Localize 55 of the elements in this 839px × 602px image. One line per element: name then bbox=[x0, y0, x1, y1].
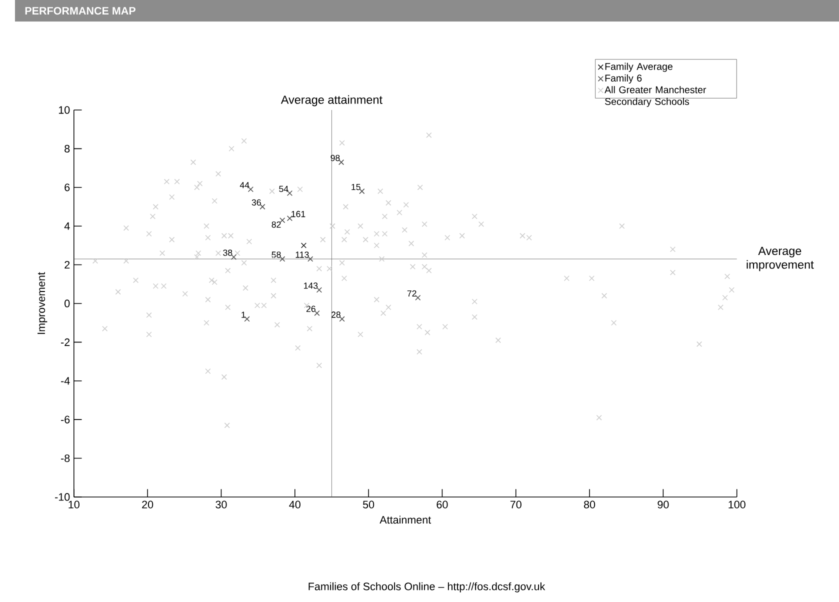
legend-label: Family Average bbox=[605, 62, 672, 72]
point bbox=[244, 316, 250, 322]
text: Families of Schools Online – http://fos.dcsf.gov.uk bbox=[308, 582, 546, 592]
y-tick-label: 6 bbox=[64, 184, 70, 192]
y-tick-label: 8 bbox=[64, 144, 70, 152]
x-tick-label: 60 bbox=[436, 500, 448, 508]
y-tick-label: 4 bbox=[64, 222, 70, 230]
ref-line-label: Average improvement bbox=[746, 246, 814, 272]
x-tick-label: 100 bbox=[728, 500, 746, 508]
point bbox=[314, 310, 320, 316]
annotation: 15 bbox=[352, 184, 360, 190]
y-tick-label: -4 bbox=[61, 377, 70, 385]
x-tick-label: 90 bbox=[658, 500, 669, 508]
annotation: 26 bbox=[306, 306, 316, 312]
y-tick-label: -6 bbox=[61, 416, 70, 424]
annotation: 36 bbox=[252, 199, 261, 206]
point bbox=[339, 316, 345, 322]
point bbox=[415, 294, 421, 300]
x-tick-label: 80 bbox=[584, 500, 596, 508]
annotation: 72 bbox=[407, 290, 416, 296]
annotation: 44 bbox=[240, 182, 250, 188]
annotation: 113 bbox=[296, 252, 309, 258]
point bbox=[359, 188, 365, 194]
annotation: 58 bbox=[272, 252, 281, 258]
point bbox=[280, 256, 286, 262]
annotation: 161 bbox=[292, 210, 306, 218]
annotation: 98 bbox=[330, 154, 340, 162]
legend-label: All Greater Manchester Secondary Schools bbox=[604, 86, 706, 107]
x-tick-label: 30 bbox=[216, 500, 227, 508]
y-tick-label: -8 bbox=[61, 454, 70, 462]
point bbox=[300, 242, 307, 248]
ref-line-label: Average attainment bbox=[280, 95, 382, 106]
chart-title: PERFORMANCE MAP bbox=[25, 6, 136, 15]
y-tick-label: 2 bbox=[64, 261, 70, 269]
y-axis-title: Improvement bbox=[38, 272, 48, 334]
point bbox=[286, 216, 293, 222]
annotation: 1 bbox=[242, 312, 246, 318]
x-tick-label: 50 bbox=[362, 500, 374, 508]
annotation: 82 bbox=[272, 221, 281, 228]
y-tick-label: 10 bbox=[58, 106, 70, 114]
x-tick-label: 40 bbox=[289, 500, 300, 508]
y-tick-label: 0 bbox=[64, 300, 70, 308]
x-tick-label: 20 bbox=[142, 500, 154, 508]
legend-label: Family 6 bbox=[605, 74, 642, 84]
point bbox=[260, 204, 266, 210]
y-tick-label: -10 bbox=[55, 493, 70, 501]
annotation: 143 bbox=[304, 282, 318, 289]
point bbox=[280, 217, 286, 224]
annotation: 54 bbox=[279, 186, 288, 192]
y-tick-label: -2 bbox=[61, 338, 70, 346]
x-tick-label: 70 bbox=[510, 500, 522, 508]
annotation: 38 bbox=[223, 250, 232, 256]
annotation: 28 bbox=[332, 312, 340, 318]
x-axis-title: Attainment bbox=[380, 516, 432, 524]
point bbox=[308, 256, 314, 262]
